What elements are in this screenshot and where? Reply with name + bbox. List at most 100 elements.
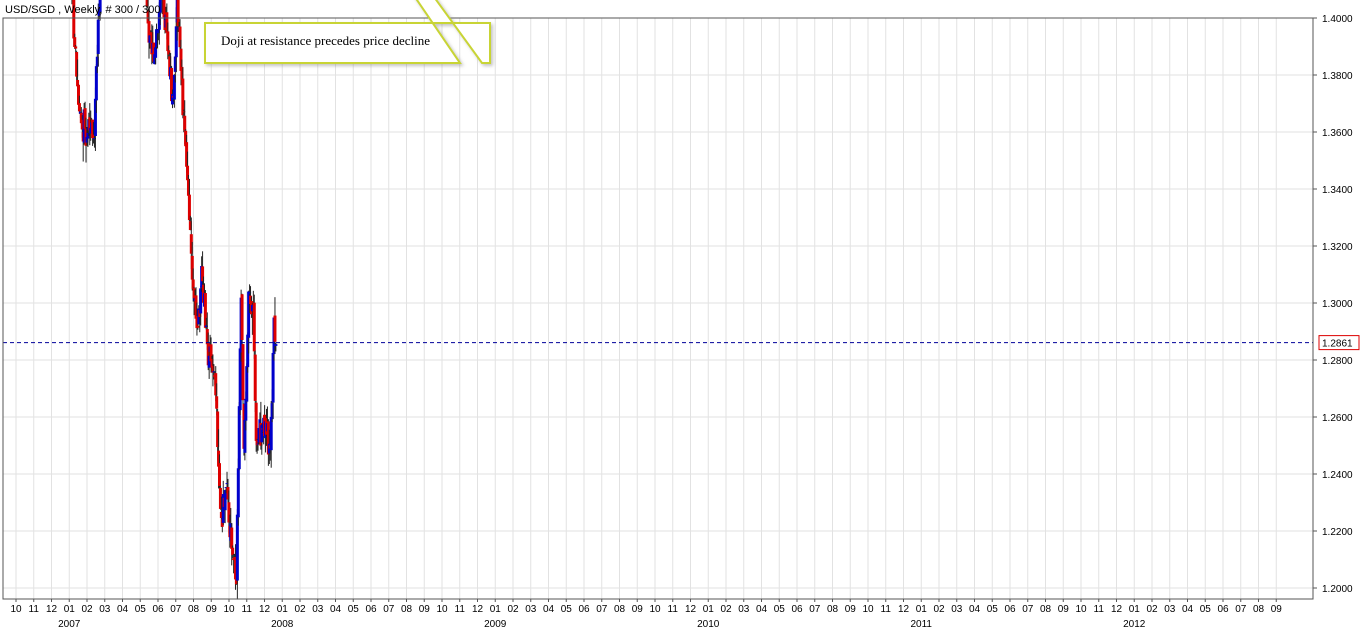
candle-body	[92, 134, 96, 139]
candle-body	[201, 266, 205, 282]
chart-title: USD/SGD , Weekly, # 300 / 300	[5, 4, 161, 16]
candle	[146, 0, 150, 25]
x-tick-label: 10	[223, 604, 235, 615]
candle-body	[266, 421, 270, 455]
candle-body	[227, 502, 231, 523]
candle-body	[181, 78, 185, 116]
candle-body	[145, 0, 149, 7]
candle	[98, 0, 102, 21]
x-tick-label: 03	[951, 604, 963, 615]
y-tick-label: 1.3200	[1322, 242, 1353, 253]
candle-body	[255, 440, 259, 446]
candle-body	[72, 0, 76, 39]
x-tick-label: 12	[1111, 604, 1123, 615]
candle-body	[212, 371, 216, 373]
candle-body	[88, 117, 92, 131]
current-price-box	[1318, 335, 1360, 351]
candle-body	[231, 547, 235, 555]
candle	[72, 0, 76, 47]
candle-body	[178, 26, 182, 48]
candle	[207, 348, 211, 379]
candle-body	[221, 494, 225, 523]
candle-body	[166, 31, 170, 52]
candle-body	[173, 56, 177, 72]
candle-body	[256, 443, 260, 445]
x-tick-label: 10	[1075, 604, 1087, 615]
x-tick-label: 05	[1200, 604, 1212, 615]
candle-body	[147, 21, 151, 43]
candle-body	[240, 294, 244, 340]
candle-body	[155, 29, 159, 48]
y-tick-label: 1.3000	[1322, 299, 1353, 310]
candle-body	[195, 315, 199, 329]
candle-body	[248, 291, 252, 294]
candle	[250, 302, 254, 335]
candle-body	[190, 255, 194, 280]
candle-body	[153, 54, 157, 65]
candle-body	[97, 8, 101, 16]
x-tick-label: 01	[1129, 604, 1141, 615]
candle	[214, 366, 218, 402]
x-tick-label: 09	[845, 604, 857, 615]
candle-body	[77, 103, 81, 112]
candle	[237, 402, 241, 471]
candle-body	[234, 579, 238, 585]
candle-body	[223, 490, 227, 511]
year-label: 2008	[271, 619, 294, 630]
x-tick-label: 04	[117, 604, 129, 615]
candle-body	[196, 325, 200, 328]
candle	[167, 45, 171, 59]
candle	[173, 56, 177, 83]
candle-body	[269, 416, 273, 451]
candle-body	[219, 511, 223, 519]
candle-body	[210, 358, 214, 368]
candle-body	[214, 373, 218, 396]
x-tick-label: 07	[596, 604, 608, 615]
candle	[145, 0, 149, 8]
x-tick-label: 06	[365, 604, 377, 615]
candle	[192, 286, 196, 316]
candle-body	[267, 443, 271, 454]
x-tick-label: 02	[81, 604, 93, 615]
candle-body	[180, 66, 184, 80]
x-tick-label: 02	[933, 604, 945, 615]
x-tick-label: 07	[170, 604, 182, 615]
x-axis: 10 11 12 01 02 03 04 05 06 07 08 09 10 11 12 01 02 03 04 05…	[10, 599, 1282, 630]
candle	[203, 290, 207, 329]
y-tick-label: 1.2400	[1322, 470, 1353, 481]
candle-body	[232, 558, 236, 561]
x-tick-label: 04	[756, 604, 768, 615]
candle	[232, 553, 236, 574]
candle-body	[83, 108, 87, 129]
candle	[266, 419, 270, 466]
candle-body	[204, 325, 208, 328]
candle-body	[93, 98, 97, 137]
candle-body	[209, 344, 213, 362]
candle-body	[245, 366, 249, 402]
y-tick-label: 1.2800	[1322, 356, 1353, 367]
x-tick-label: 10	[10, 604, 22, 615]
candle-body	[168, 56, 172, 77]
x-tick-label: 11	[1094, 604, 1105, 615]
candle-body	[257, 428, 261, 443]
x-tick-label: 12	[898, 604, 910, 615]
candle-body	[218, 463, 221, 486]
candle-body	[215, 396, 219, 409]
candle-body	[98, 0, 102, 13]
year-label: 2011	[910, 619, 932, 630]
candle-body	[260, 425, 264, 443]
candle	[199, 285, 203, 326]
x-tick-label: 11	[881, 604, 892, 615]
candle-body	[165, 12, 169, 33]
candle-body	[76, 79, 80, 87]
x-tick-label: 05	[987, 604, 999, 615]
candle-body	[167, 50, 171, 55]
candle-body	[220, 519, 224, 527]
candle-body	[218, 487, 222, 509]
candle	[148, 35, 152, 49]
x-tick-label: 09	[1058, 604, 1070, 615]
x-tick-label: 08	[827, 604, 839, 615]
candle	[230, 523, 234, 566]
